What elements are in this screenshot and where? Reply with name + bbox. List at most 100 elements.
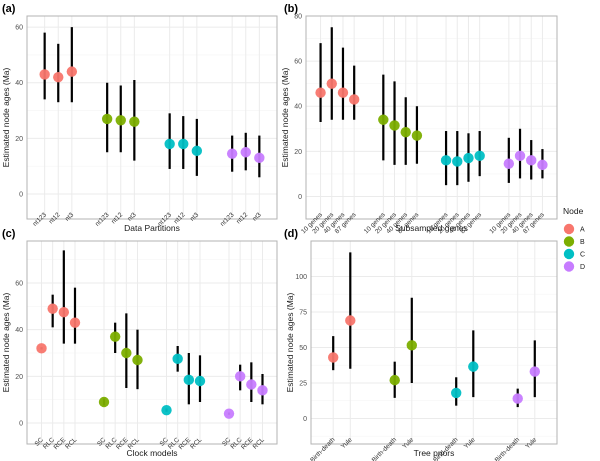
plot-area [310,240,558,445]
point-D-nt3 [254,152,265,164]
y-axis-title: Estimated node ages (Ma) [1,292,11,392]
point-D-SC [223,408,235,419]
legend-label: C [580,252,585,259]
panel-border [305,15,558,220]
point-A-Yule [345,315,356,326]
legend-item-D: D [563,261,585,272]
point-D-nt12 [240,147,251,158]
point-D-RLC [234,371,246,382]
point-D-Yule [529,366,540,377]
panel-border [26,240,278,445]
y-tick-label: 80 [294,14,302,21]
point-A-RCE [58,306,70,318]
x-category-label: SC [221,436,233,448]
point-C-nt123 [164,138,175,150]
legend-swatch [563,261,575,272]
point-B-RCL [132,354,143,366]
point-C-nt3 [191,145,203,157]
point-B-Birth-death [389,374,400,386]
legend-label: A [580,227,585,234]
panel-tag: (a) [2,3,16,15]
point-D-nt123 [226,148,238,159]
legend-label: B [580,239,585,246]
point-B-40-genes [400,126,411,138]
point-B-nt3 [129,116,140,127]
point-C-SC [161,404,172,416]
x-category-label: SC [159,436,171,448]
y-tick-label: 0 [298,194,302,201]
x-category-label: nt3 [251,211,263,223]
point-B-nt12 [115,115,126,126]
y-tick-label: 60 [15,25,23,32]
point-C-40-genes [463,152,474,164]
point-D-RCE [246,379,257,390]
y-tick-label: 20 [294,149,302,156]
point-C-RLC [172,353,183,365]
point-C-Yule [468,361,479,372]
point-A-RLC [47,303,58,314]
y-tick-label: 60 [15,281,23,288]
x-axis-title: Clock models [126,448,177,458]
point-B-10-genes [378,114,389,125]
point-B-20-genes [389,120,400,131]
legend-item-C: C [563,248,585,260]
x-axis-title: Tree priors [414,448,455,458]
x-category-label: nt3 [126,211,138,223]
legend-swatch [563,248,575,260]
panel-tag: (b) [284,3,298,15]
point-B-Yule [406,340,417,351]
point-D-87-genes [537,159,548,171]
point-A-RCL [69,317,81,328]
plot-area [26,15,278,220]
x-category-label: nt3 [189,211,201,223]
x-axis-title: Data Partitions [124,223,180,233]
legend-item-B: B [563,236,585,247]
point-B-nt123 [101,113,113,125]
y-tick-label: 20 [15,374,23,381]
point-B-RCE [121,347,132,359]
point-A-nt3 [66,66,78,77]
point-B-RLC [109,331,121,342]
point-C-20-genes [452,156,463,167]
x-category-label: SC [34,436,46,448]
y-tick-label: 0 [303,416,307,423]
point-B-87-genes [411,130,423,141]
panel-border [310,240,558,445]
legend-item-A: A [563,223,585,235]
point-A-nt12 [53,71,64,83]
point-A-87-genes [348,94,360,105]
point-A-20-genes [326,78,337,89]
point-A-nt123 [39,69,50,80]
y-tick-label: 50 [299,345,307,352]
point-D-40-genes [526,155,537,166]
point-C-10-genes [440,155,452,166]
legend-swatch [563,236,575,247]
x-axis-title: Subsampled genes [395,223,468,233]
point-D-Birth-death [512,393,523,404]
plot-area [305,15,558,220]
y-tick-label: 25 [299,380,307,387]
y-axis-title: Estimated node ages (Ma) [280,67,290,167]
legend-label: D [580,264,585,271]
point-C-87-genes [474,150,485,162]
point-C-RCE [183,374,195,386]
y-tick-label: 20 [15,136,23,143]
point-C-Birth-death [451,387,462,399]
y-tick-label: 40 [294,104,302,111]
point-D-20-genes [514,150,526,162]
point-D-10-genes [503,158,515,169]
point-A-SC [36,343,47,354]
y-tick-label: 75 [299,309,307,316]
y-tick-label: 40 [15,80,23,87]
y-axis-title: Estimated node ages (Ma) [285,292,295,392]
legend-title: Node [563,206,584,216]
y-tick-label: 60 [294,59,302,66]
y-tick-label: 0 [19,421,23,428]
